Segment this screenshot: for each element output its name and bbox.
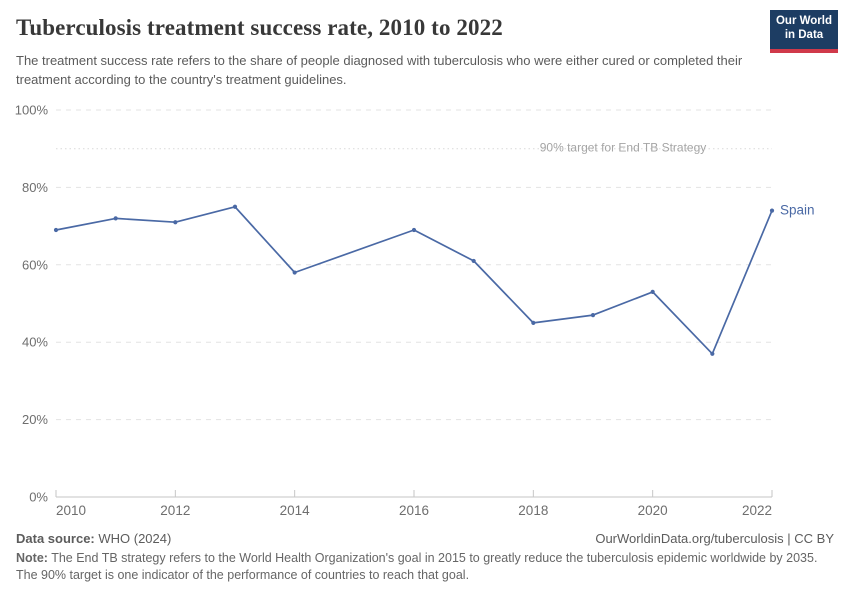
data-point-2019[interactable] [590,313,596,318]
x-tick-label-2016: 2016 [399,503,429,518]
data-source-value: WHO (2024) [94,531,172,546]
data-point-2020[interactable] [650,289,655,294]
chart-title: Tuberculosis treatment success rate, 201… [16,15,503,40]
x-tick-label-2020: 2020 [638,503,668,518]
owid-logo-line1: Our World [775,15,832,27]
y-tick-label-80: 80% [22,180,48,195]
x-tick-label-2014: 2014 [280,503,311,518]
series-line-spain[interactable] [55,205,773,355]
data-point-2011[interactable] [113,216,118,221]
data-point-2018[interactable] [531,320,536,325]
owid-logo-line2: in Data [784,28,824,41]
data-point-2022[interactable] [769,208,775,213]
y-tick-label-100: 100% [15,103,49,118]
owid-url-link[interactable]: OurWorldinData.org/tuberculosis | CC BY [595,531,834,546]
y-tick-label-40: 40% [22,335,48,350]
y-tick-label-0: 0% [29,490,48,505]
chart-note: Note: The End TB strategy refers to the … [16,550,836,584]
owid-logo[interactable]: Our World in Data [770,10,838,53]
data-point-2012[interactable] [173,220,178,225]
series-label-spain[interactable]: Spain [780,203,815,218]
data-source: Data source: WHO (2024) [16,531,171,546]
x-tick-label-2012: 2012 [160,503,190,518]
x-tick-label-2018: 2018 [518,503,548,518]
y-tick-label-60: 60% [22,257,48,272]
data-point-2010[interactable] [53,227,59,233]
x-tick-label-2010: 2010 [56,503,86,518]
data-point-2017[interactable] [471,258,476,264]
data-point-2013[interactable] [232,204,238,209]
y-tick-label-20: 20% [22,412,48,427]
data-point-2014[interactable] [292,270,297,275]
note-text: The End TB strategy refers to the World … [16,551,818,582]
x-tick-label-2022: 2022 [742,503,772,518]
chart-subtitle: The treatment success rate refers to the… [16,53,743,87]
note-label: Note: [16,551,48,565]
data-source-label: Data source: [16,531,95,546]
data-point-2016[interactable] [411,227,417,233]
data-point-2021[interactable] [710,351,715,356]
target-line-label: 90% target for End TB Strategy [540,141,707,155]
